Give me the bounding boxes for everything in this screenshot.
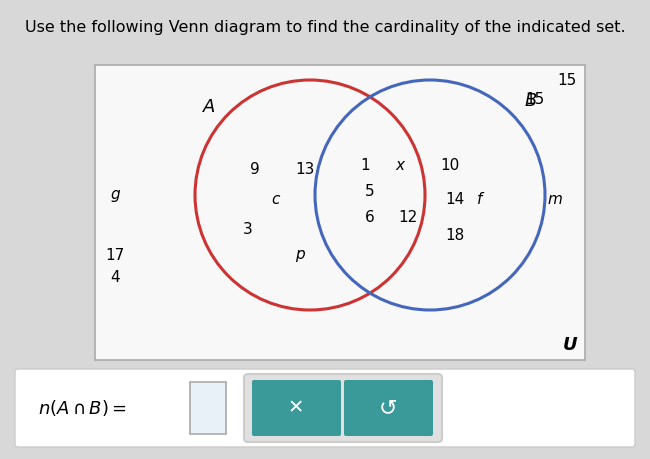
Text: ↺: ↺ [379, 398, 397, 418]
FancyBboxPatch shape [15, 369, 635, 447]
Text: m: m [547, 192, 562, 207]
Text: A: A [203, 98, 215, 116]
Text: 4: 4 [111, 270, 120, 285]
Text: 17: 17 [105, 247, 125, 263]
Text: 10: 10 [441, 157, 460, 173]
Text: Use the following Venn diagram to find the cardinality of the indicated set.: Use the following Venn diagram to find t… [25, 20, 625, 35]
Text: f: f [477, 192, 483, 207]
FancyBboxPatch shape [252, 380, 341, 436]
Text: g: g [111, 187, 120, 202]
Bar [190, 382, 226, 434]
Bar [95, 65, 585, 360]
Text: 15: 15 [558, 73, 577, 88]
Text: 1: 1 [360, 157, 370, 173]
FancyBboxPatch shape [344, 380, 433, 436]
Text: U: U [562, 336, 577, 354]
Text: 14: 14 [445, 192, 465, 207]
Text: 13: 13 [295, 162, 315, 178]
FancyBboxPatch shape [244, 374, 442, 442]
Text: 9: 9 [250, 162, 260, 178]
Text: p: p [295, 247, 305, 263]
Text: 5: 5 [365, 185, 375, 200]
Text: 18: 18 [445, 228, 465, 242]
Text: 15: 15 [525, 93, 545, 107]
Text: x: x [395, 157, 404, 173]
Text: 12: 12 [398, 211, 417, 225]
Text: B: B [525, 92, 537, 110]
Text: ✕: ✕ [288, 398, 304, 418]
Text: $n(A \cap B) =$: $n(A \cap B) =$ [38, 398, 127, 418]
Text: 3: 3 [243, 223, 253, 237]
Text: c: c [271, 192, 280, 207]
Text: 6: 6 [365, 211, 375, 225]
